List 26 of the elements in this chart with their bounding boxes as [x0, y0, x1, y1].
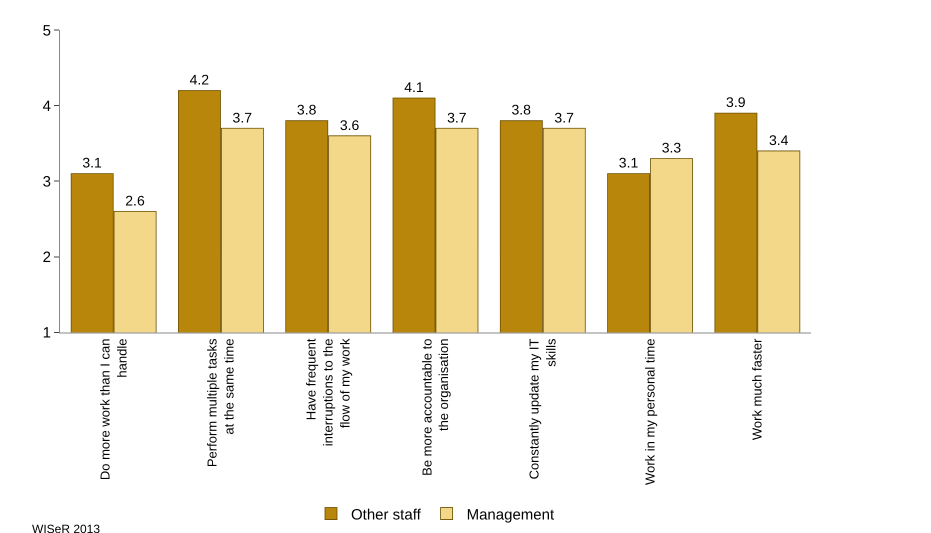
data-label: 3.9	[726, 94, 746, 110]
data-label: 3.1	[618, 154, 638, 171]
data-label: 4.1	[404, 79, 424, 96]
y-tick-label: 5	[42, 22, 51, 40]
data-label: 2.6	[125, 192, 145, 208]
x-tick-label: Work much faster	[750, 338, 765, 440]
data-label: 3.7	[554, 109, 574, 126]
data-label: 4.2	[190, 71, 210, 88]
data-label: 3.3	[662, 139, 682, 156]
data-label: 3.1	[82, 154, 102, 171]
data-label: 3.7	[232, 109, 252, 126]
legend-label: Other staff	[351, 506, 422, 524]
data-label: 3.7	[447, 109, 467, 126]
y-tick-label: 3	[42, 173, 51, 190]
data-label: 3.4	[768, 132, 789, 148]
legend-label: Management	[466, 506, 555, 524]
x-tick-label: Work in my personal time	[642, 338, 658, 485]
data-label: 3.8	[511, 102, 532, 118]
y-tick-label: 4	[42, 98, 51, 115]
y-tick-label: 1	[42, 324, 51, 342]
data-label: 3.6	[340, 116, 360, 133]
x-tick-label: Do more work than I can handle	[97, 338, 130, 480]
text: WISeR 2013	[32, 522, 100, 533]
y-tick-label: 2	[42, 249, 51, 266]
x-tick-label: Constantly update my IT skills	[526, 338, 558, 480]
data-label: 3.8	[296, 102, 317, 118]
